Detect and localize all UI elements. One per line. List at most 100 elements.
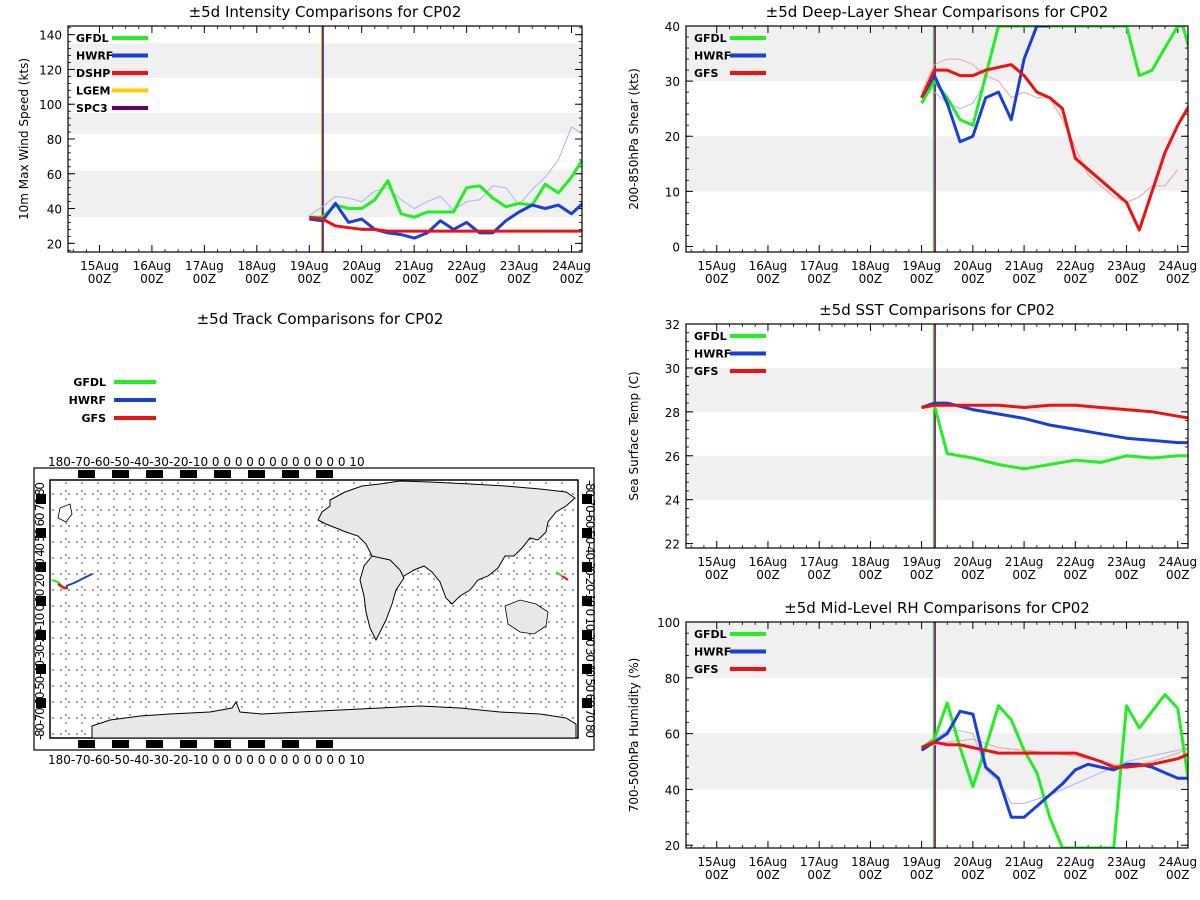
rh-xtick-sublabel-3: 00Z xyxy=(859,868,883,882)
track-gfdl-east xyxy=(555,571,563,577)
track-title: ±5d Track Comparisons for CP02 xyxy=(197,310,444,328)
rh-xtick-label-1: 16Aug xyxy=(749,855,788,869)
intensity-xtick-label-8: 23Aug xyxy=(500,259,539,273)
rh-ytick-label-1: 40 xyxy=(665,783,680,797)
intensity-ytick-label-0: 20 xyxy=(47,237,62,251)
shear-legend-label-gfdl: GFDL xyxy=(694,32,727,45)
intensity-xtick-sublabel-2: 00Z xyxy=(193,272,217,286)
map-checker-bottom xyxy=(214,740,231,748)
intensity-series-hwrf xyxy=(309,201,582,240)
map-checker-top xyxy=(316,470,333,478)
intensity-ylabel: 10m Max Wind Speed (kts) xyxy=(17,58,31,220)
map-checker-left xyxy=(36,562,46,572)
shear-ytick-label-1: 10 xyxy=(665,185,680,199)
shear-xtick-label-3: 18Aug xyxy=(851,259,890,273)
intensity-xtick-label-6: 21Aug xyxy=(395,259,434,273)
shear-ytick-label-3: 30 xyxy=(665,75,680,89)
intensity-legend-label-gfdl: GFDL xyxy=(76,32,109,45)
shear-xtick-sublabel-8: 00Z xyxy=(1115,272,1139,286)
sst-ytick-label-1: 24 xyxy=(665,494,680,508)
map-checker-top xyxy=(146,470,163,478)
map-checker-right xyxy=(582,664,592,674)
intensity-legend-label-hwrf: HWRF xyxy=(76,50,113,63)
sst-series-group xyxy=(921,401,1188,471)
land-antarctica xyxy=(91,700,577,739)
sst-xtick-sublabel-3: 00Z xyxy=(859,568,883,582)
map-checker-right xyxy=(582,528,592,538)
rh-xtick-label-8: 23Aug xyxy=(1107,855,1146,869)
intensity-band-2 xyxy=(68,43,582,79)
intensity-title: ±5d Intensity Comparisons for CP02 xyxy=(189,3,462,21)
sst-ytick-label-2: 26 xyxy=(665,450,680,464)
shear-xtick-label-7: 22Aug xyxy=(1056,259,1095,273)
sst-xtick-label-2: 17Aug xyxy=(800,555,839,569)
sst-xtick-label-9: 24Aug xyxy=(1158,555,1197,569)
shear-ylabel: 200-850hPa Shear (kts) xyxy=(627,68,641,210)
map-checker-top xyxy=(214,470,231,478)
shear-xtick-sublabel-9: 00Z xyxy=(1166,272,1190,286)
intensity-legend-label-lgem: LGEM xyxy=(76,85,111,98)
land-australia xyxy=(504,599,549,635)
chart-group: ±5d Intensity Comparisons for CP02 10m Ma… xyxy=(17,3,1197,882)
sst-xtick-sublabel-7: 00Z xyxy=(1064,568,1088,582)
sst-legend-label-hwrf: HWRF xyxy=(694,348,731,361)
shear-xtick-label-5: 20Aug xyxy=(954,259,993,273)
intensity-ytick-label-1: 40 xyxy=(47,203,62,217)
sst-xtick-sublabel-2: 00Z xyxy=(807,568,831,582)
intensity-series-gfdl xyxy=(309,157,582,219)
rh-xtick-label-6: 21Aug xyxy=(1005,855,1044,869)
land-greenland xyxy=(57,503,73,523)
shear-xtick-sublabel-3: 00Z xyxy=(859,272,883,286)
shear-chart: ±5d Deep-Layer Shear Comparisons for CP0… xyxy=(627,3,1197,286)
shear-xtick-label-0: 15Aug xyxy=(697,259,736,273)
sst-xtick-sublabel-4: 00Z xyxy=(910,568,934,582)
shear-xtick-label-1: 16Aug xyxy=(749,259,788,273)
shear-xtick-sublabel-0: 00Z xyxy=(705,272,729,286)
map-checker-right xyxy=(582,494,592,504)
rh-ytick-label-0: 20 xyxy=(665,839,680,853)
track-map-panel: ±5d Track Comparisons for CP02 GFDLHWRFG… xyxy=(33,310,597,767)
intensity-ytick-label-6: 140 xyxy=(39,29,62,43)
sst-xtick-label-8: 23Aug xyxy=(1107,555,1146,569)
shear-ytick-label-2: 20 xyxy=(665,130,680,144)
shear-series-gfdl xyxy=(920,26,1188,127)
shear-xtick-label-8: 23Aug xyxy=(1107,259,1146,273)
map-checker-right xyxy=(582,562,592,572)
rh-chart: ±5d Mid-Level RH Comparisons for CP02 700… xyxy=(627,599,1197,882)
map-checker-bottom xyxy=(78,740,95,748)
rh-xtick-label-2: 17Aug xyxy=(800,855,839,869)
map-checker-bottom xyxy=(248,740,265,748)
rh-series-gfdl xyxy=(920,693,1188,848)
track-legend-label-hwrf: HWRF xyxy=(69,394,106,407)
shear-legend-label-hwrf: HWRF xyxy=(694,50,731,63)
intensity-xtick-sublabel-8: 00Z xyxy=(507,272,531,286)
rh-legend-label-hwrf: HWRF xyxy=(694,646,731,659)
intensity-xtick-sublabel-5: 00Z xyxy=(350,272,374,286)
shear-band-0 xyxy=(686,136,1188,192)
sst-series-gfs xyxy=(921,403,1188,420)
rh-xtick-sublabel-5: 00Z xyxy=(961,868,985,882)
shear-xtick-sublabel-1: 00Z xyxy=(756,272,780,286)
rh-ytick-label-4: 100 xyxy=(657,616,680,630)
intensity-ytick-label-5: 120 xyxy=(39,63,62,77)
sst-ytick-label-3: 28 xyxy=(665,406,680,420)
map-checker-left xyxy=(36,528,46,538)
rh-ylabel: 700-500hPa Humidity (%) xyxy=(627,658,641,813)
map-checker-bottom xyxy=(282,740,299,748)
intensity-series-group xyxy=(309,126,582,240)
map-checker-right xyxy=(582,630,592,640)
shear-xtick-label-9: 24Aug xyxy=(1158,259,1197,273)
map-top-axis-label: 180-70-60-50-40-30-20-10 0 0 0 0 0 0 0 0… xyxy=(48,455,365,469)
shear-plot-frame xyxy=(685,25,1189,253)
map-checker-right xyxy=(582,596,592,606)
shear-xtick-sublabel-6: 00Z xyxy=(1012,272,1036,286)
rh-xtick-sublabel-9: 00Z xyxy=(1166,868,1190,882)
rh-xtick-label-3: 18Aug xyxy=(851,855,890,869)
sst-xtick-sublabel-9: 00Z xyxy=(1166,568,1190,582)
sst-xtick-sublabel-8: 00Z xyxy=(1115,568,1139,582)
sst-ytick-label-5: 32 xyxy=(665,318,680,332)
shear-legend-label-gfs: GFS xyxy=(694,67,719,80)
sst-xtick-label-4: 19Aug xyxy=(902,555,941,569)
intensity-legend-label-dshp: DSHP xyxy=(76,67,110,80)
